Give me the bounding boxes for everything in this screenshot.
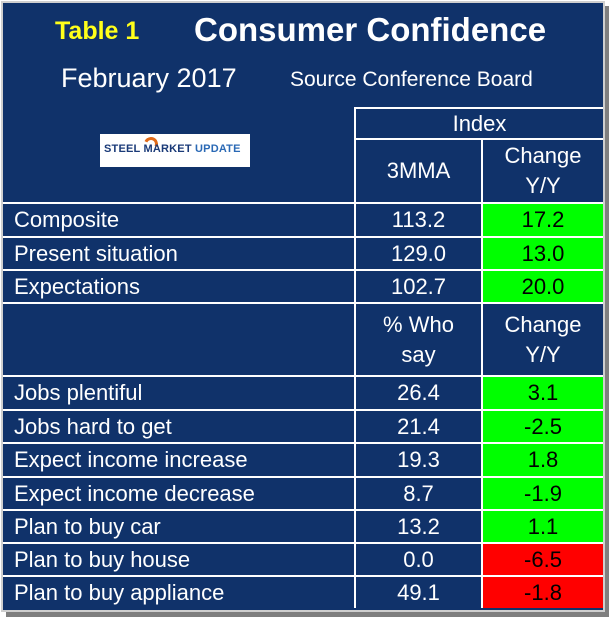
row-divider [3,269,603,271]
row-divider [3,202,603,204]
row-change: -1.8 [483,577,603,608]
row-label: Expectations [14,273,140,299]
steel-market-update-logo: STEEL MARKET UPDATE [100,134,250,167]
column-divider [481,139,483,608]
frame-shadow-right [605,6,609,613]
change-column-header-2: Change Y/Y [504,312,582,367]
row-divider [3,409,603,411]
row-value: 19.3 [397,447,440,472]
row-value: 113.2 [391,207,446,232]
row-label: Jobs hard to get [14,413,172,439]
period-label: February 2017 [61,63,237,93]
row-change: -2.5 [483,411,603,442]
row-value: 102.7 [390,273,447,299]
row-divider [3,509,603,511]
row-divider [354,138,603,140]
row-change: -1.9 [483,478,603,509]
row-change: -6.5 [483,544,603,575]
row-change: 17.2 [483,204,603,236]
row-value: 13.2 [397,513,440,539]
value-column-header: 3MMA [386,158,451,183]
row-divider [354,107,603,109]
row-label: Plan to buy appliance [14,579,225,605]
source-label: Source Conference Board [290,68,533,91]
row-value: 49.1 [397,579,440,605]
row-divider [3,542,603,544]
column-divider [354,107,356,608]
row-label: Present situation [14,240,178,266]
row-divider [3,302,603,304]
table-label: Table 1 [55,17,140,45]
row-change: 3.1 [483,377,603,409]
row-label: Plan to buy house [14,546,191,572]
page-title: Consumer Confidence [194,11,547,48]
index-group-header: Index [452,110,507,136]
row-label: Jobs plentiful [14,380,143,405]
row-value: 26.4 [397,380,440,405]
frame-shadow-bottom [6,611,609,617]
change-column-header: Change Y/Y [504,143,582,198]
row-value: 8.7 [403,480,434,506]
row-label: Plan to buy car [14,513,161,539]
row-change: 1.8 [483,444,603,476]
row-label: Composite [14,207,120,232]
row-change: 13.0 [483,238,603,269]
row-divider [3,442,603,444]
row-change: 1.1 [483,511,603,542]
row-divider [3,375,603,377]
row-label: Expect income increase [14,447,248,472]
row-divider [3,236,603,238]
row-divider [3,575,603,577]
row-value: 21.4 [397,413,440,439]
row-label: Expect income decrease [14,480,255,506]
row-value: 129.0 [390,240,447,266]
who-say-column-header: % Who say [383,312,454,367]
row-change: 20.0 [483,271,603,302]
row-value: 0.0 [403,546,434,572]
row-divider [3,476,603,478]
